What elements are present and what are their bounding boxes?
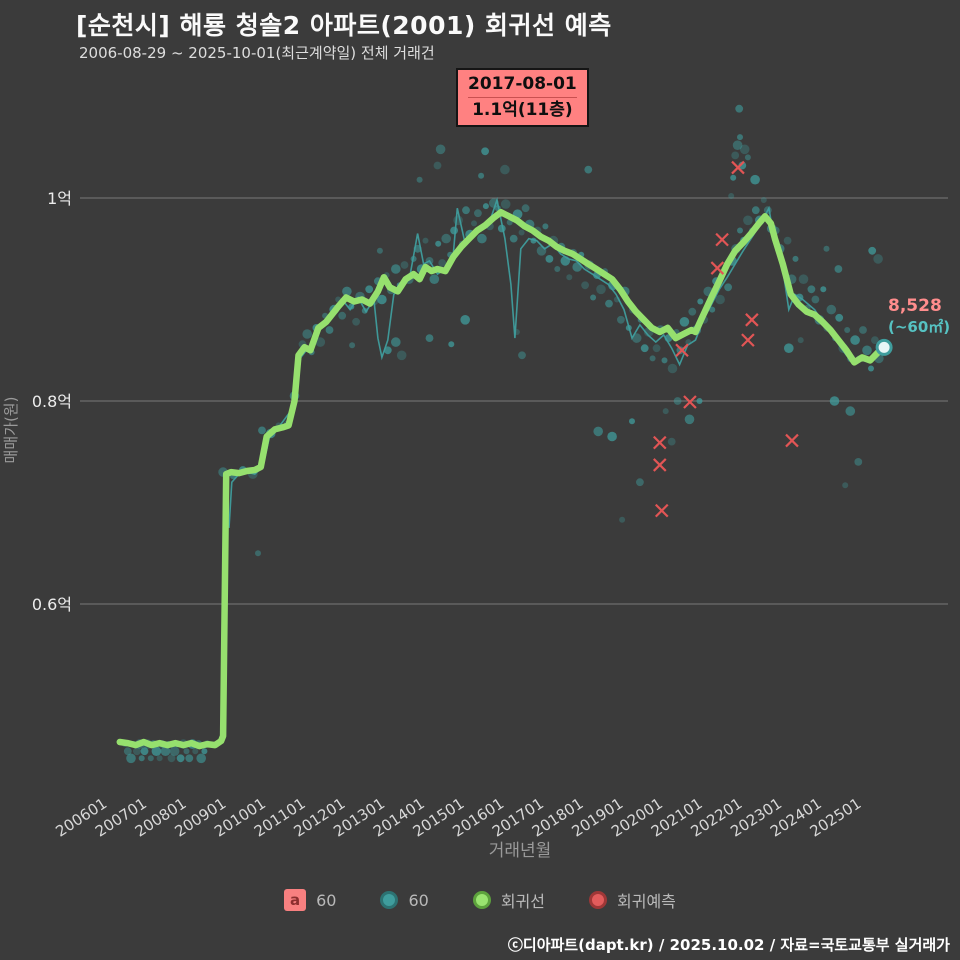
svg-text:거래년월: 거래년월 bbox=[489, 841, 552, 861]
legend-item-area-60[interactable]: a 60 bbox=[284, 889, 336, 911]
page-title: [순천시] 해룡 청솔2 아파트(2001) 회귀선 예측 bbox=[76, 11, 612, 40]
legend-label-regression: 회귀선 bbox=[500, 892, 545, 911]
legend-item-scatter-60[interactable]: 60 bbox=[380, 890, 429, 910]
svg-text:0.6억: 0.6억 bbox=[32, 595, 72, 614]
regression-dot-icon bbox=[472, 891, 491, 909]
chart-legend: a 60 60 회귀선 회귀예측 bbox=[0, 888, 960, 912]
last-price-size: (~60㎡) bbox=[888, 318, 951, 336]
svg-text:0.8억: 0.8억 bbox=[32, 392, 72, 411]
annotation-price: 1.1억(11층) bbox=[468, 97, 577, 123]
annotation-date: 2017-08-01 bbox=[468, 74, 577, 94]
copyright-footer: ⓒ디아파트(dapt.kr) / 2025.10.02 / 자료=국토교통부 실… bbox=[507, 936, 950, 954]
last-price-label: 8,528 (~60㎡) bbox=[888, 296, 950, 338]
area-swatch-icon: a bbox=[284, 889, 307, 911]
last-price-value: 8,528 bbox=[888, 296, 942, 316]
svg-text:1억: 1억 bbox=[47, 189, 72, 208]
legend-label-area-60: 60 bbox=[316, 890, 337, 910]
max-price-annotation: 2017-08-01 1.1억(11층) bbox=[456, 68, 589, 127]
legend-item-prediction[interactable]: 회귀예측 bbox=[589, 888, 676, 912]
legend-item-regression[interactable]: 회귀선 bbox=[472, 888, 545, 912]
scatter-dot-icon bbox=[380, 891, 399, 909]
legend-label-scatter-60: 60 bbox=[408, 890, 429, 910]
svg-text:매매가(원): 매매가(원) bbox=[2, 397, 20, 464]
legend-label-prediction: 회귀예측 bbox=[617, 892, 676, 911]
page-subtitle: 2006-08-29 ~ 2025-10-01(최근계약일) 전체 거래건 bbox=[79, 44, 435, 62]
prediction-dot-icon bbox=[589, 891, 607, 909]
